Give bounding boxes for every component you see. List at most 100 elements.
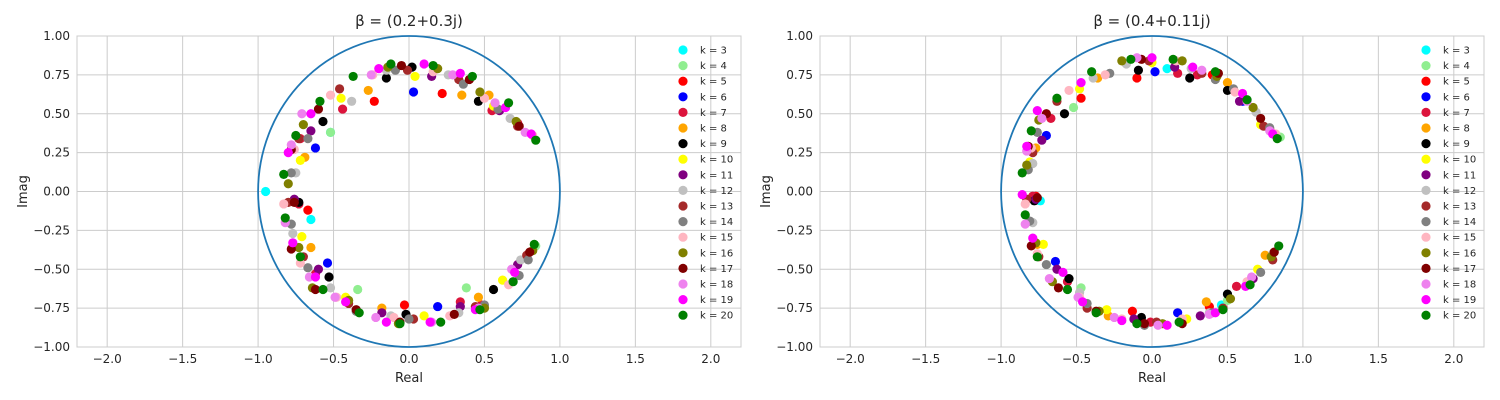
data-point	[1256, 267, 1266, 277]
data-point	[1117, 56, 1127, 66]
data-point	[455, 68, 465, 78]
data-point	[1197, 65, 1207, 75]
legend-label: k = 18	[700, 280, 733, 291]
y-tick-label: 0.50	[43, 107, 70, 121]
data-point	[1022, 141, 1032, 152]
data-point	[1147, 53, 1157, 63]
legend-marker	[1421, 45, 1431, 55]
legend-label: k = 11	[1443, 170, 1476, 181]
data-point	[283, 179, 293, 189]
legend-marker	[1421, 61, 1431, 71]
data-point	[1087, 67, 1097, 77]
data-point	[310, 143, 321, 153]
data-point	[334, 84, 345, 94]
legend-marker	[1421, 201, 1431, 211]
data-point	[325, 90, 336, 100]
x-tick-label: 0.0	[1142, 352, 1161, 366]
data-point	[1102, 305, 1112, 315]
data-point	[1037, 135, 1047, 145]
data-point	[1256, 113, 1266, 124]
data-point	[1052, 93, 1062, 103]
data-point	[371, 312, 381, 323]
data-point	[461, 283, 471, 293]
x-tick-label: −1.5	[168, 352, 197, 366]
legend-marker	[678, 123, 688, 133]
x-tick-label: −0.5	[1062, 352, 1091, 366]
x-tick-label: −0.5	[319, 352, 348, 366]
data-point	[1032, 106, 1042, 116]
data-point	[283, 148, 293, 158]
data-point	[261, 186, 271, 197]
legend-marker	[678, 170, 688, 180]
legend-marker	[1421, 279, 1431, 289]
legend-label: k = 10	[1443, 155, 1476, 166]
data-point	[1117, 315, 1127, 326]
y-tick-label: 0.75	[43, 68, 70, 82]
data-point	[510, 267, 520, 277]
data-point	[457, 90, 467, 100]
data-point	[1234, 96, 1245, 106]
data-point	[425, 317, 435, 327]
data-point	[1076, 78, 1086, 88]
data-point	[297, 231, 307, 242]
x-axis-label: Real	[395, 371, 423, 386]
x-axis-label: Real	[1138, 371, 1166, 386]
data-point	[366, 70, 376, 80]
data-point	[1037, 113, 1047, 124]
data-point	[1132, 73, 1142, 83]
data-point	[298, 120, 308, 130]
x-tick-label: −1.0	[987, 352, 1016, 366]
chart-title: β = (0.2+0.3j)	[355, 12, 463, 30]
data-point	[1242, 95, 1252, 105]
legend-label: k = 18	[1443, 280, 1476, 291]
legend-marker	[678, 217, 688, 227]
legend-marker	[678, 279, 688, 289]
data-point	[475, 87, 485, 97]
data-point	[313, 264, 324, 274]
data-point	[419, 311, 429, 321]
data-point	[325, 283, 336, 293]
data-point	[318, 116, 328, 127]
data-point	[1272, 134, 1282, 144]
legend-marker	[1421, 154, 1431, 164]
legend-marker	[678, 139, 688, 149]
legend-label: k = 11	[700, 170, 733, 181]
x-tick-label: −1.0	[244, 352, 273, 366]
series-k6	[310, 87, 443, 312]
data-point	[297, 109, 307, 119]
legend-label: k = 4	[1443, 61, 1470, 72]
data-point	[322, 258, 333, 268]
data-point	[1177, 56, 1187, 66]
data-point	[348, 71, 358, 82]
data-point	[1062, 284, 1073, 295]
data-point	[1195, 311, 1205, 321]
y-tick-label: 1.00	[786, 29, 813, 43]
data-point	[1026, 241, 1036, 251]
legend-label: k = 19	[1443, 295, 1476, 306]
legend-marker	[1421, 76, 1431, 86]
data-point	[338, 104, 348, 114]
legend-marker	[678, 61, 688, 71]
legend-marker	[678, 232, 688, 242]
legend-marker	[1421, 263, 1431, 273]
legend-marker	[1421, 248, 1431, 258]
data-point	[286, 140, 296, 150]
y-tick-label: −1.00	[776, 340, 813, 354]
data-point	[525, 247, 535, 257]
legend-label: k = 6	[700, 92, 727, 103]
data-point	[1127, 306, 1137, 316]
data-point	[295, 155, 305, 165]
data-point	[1139, 319, 1150, 329]
data-point	[1059, 109, 1070, 119]
data-point	[1109, 312, 1119, 323]
legend-marker	[678, 154, 688, 164]
x-tick-label: 1.5	[626, 352, 645, 366]
legend-marker	[1421, 217, 1431, 227]
data-point	[369, 96, 379, 106]
data-point	[1231, 281, 1242, 291]
data-point	[1210, 67, 1220, 77]
data-point	[324, 272, 334, 282]
data-point	[1210, 308, 1220, 318]
legend-marker	[1421, 139, 1431, 149]
legend-label: k = 20	[1443, 311, 1476, 322]
